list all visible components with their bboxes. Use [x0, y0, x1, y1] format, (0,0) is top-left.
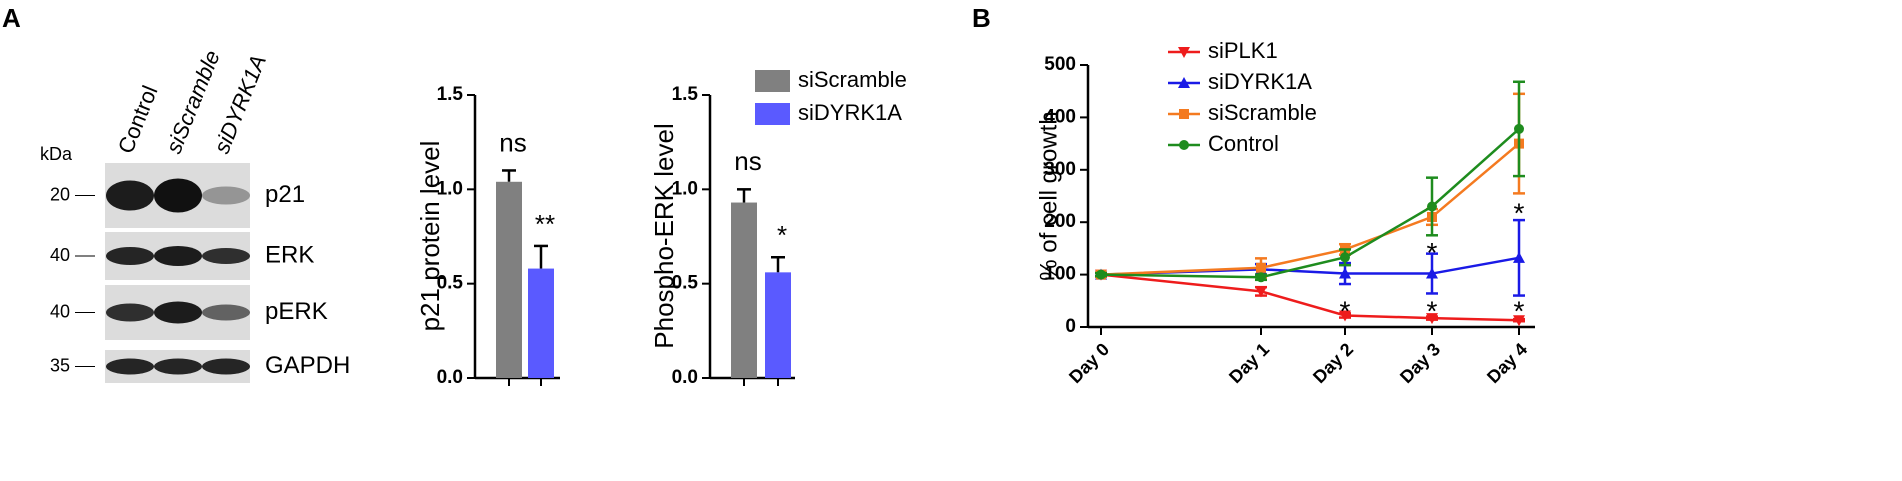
band-label: pERK: [265, 298, 328, 325]
blot-band: [154, 178, 202, 213]
blot-band: [202, 304, 250, 321]
bar: [765, 272, 791, 378]
series-line: [1100, 142, 1520, 276]
point: [1340, 252, 1350, 263]
bar: [731, 202, 757, 378]
legend-label: siScramble: [1208, 100, 1317, 125]
band-label: ERK: [265, 241, 314, 268]
x-tick-label: Day 0: [1065, 339, 1113, 387]
point: [1255, 286, 1267, 298]
size-marker: 35: [50, 355, 70, 375]
y-tick-label: 100: [1044, 264, 1076, 285]
significance-label: ns: [734, 146, 761, 176]
y-tick-label: 500: [1044, 54, 1076, 75]
y-tick-label: 400: [1044, 106, 1076, 127]
point: [1179, 109, 1189, 119]
bar: [496, 181, 522, 378]
panel-label: B: [972, 3, 991, 33]
y-axis-label: p21 protein level: [415, 141, 445, 332]
point: [1513, 315, 1525, 327]
point: [1339, 267, 1351, 279]
blot-band: [202, 358, 250, 375]
blot-band: [154, 246, 202, 266]
size-marker: 20: [50, 184, 70, 204]
point: [1256, 272, 1266, 283]
point: [1178, 77, 1190, 88]
unit-label: kDa: [40, 144, 73, 164]
point: [1256, 262, 1266, 273]
blot-band: [202, 248, 250, 264]
y-axis-label: % of cell growth: [1035, 111, 1062, 280]
bar: [528, 268, 554, 378]
annotation: *: [1340, 295, 1351, 326]
blot-band: [106, 358, 154, 375]
size-marker: 40: [50, 301, 70, 321]
blot-band: [154, 358, 202, 375]
legend-label: siPLK1: [1208, 38, 1278, 63]
point: [1178, 47, 1190, 58]
band-label: GAPDH: [265, 352, 350, 379]
significance-label: *: [777, 220, 787, 250]
legend-label: Control: [1208, 131, 1279, 156]
point: [1427, 201, 1437, 212]
y-tick-label: 0.0: [437, 367, 463, 388]
legend-swatch: [755, 103, 790, 125]
annotation: *: [1427, 237, 1438, 268]
point: [1179, 140, 1189, 150]
annotation: *: [1427, 295, 1438, 326]
y-tick-label: 1.0: [437, 178, 463, 199]
significance-label: **: [535, 209, 555, 239]
x-tick-label: Day 2: [1309, 339, 1357, 387]
legend-swatch: [755, 70, 790, 92]
band-label: p21: [265, 181, 305, 208]
panel-label: A: [2, 3, 21, 33]
legend-label: siDYRK1A: [798, 100, 902, 125]
series-line: [1100, 273, 1520, 322]
x-tick-label: Day 4: [1483, 339, 1531, 387]
point: [1514, 123, 1524, 134]
y-tick-label: 1.5: [437, 84, 464, 105]
significance-label: ns: [499, 127, 526, 157]
annotation: *: [1514, 197, 1525, 228]
point: [1339, 310, 1351, 322]
y-tick-label: 200: [1044, 211, 1076, 232]
y-tick-label: 1.0: [672, 178, 698, 199]
point: [1426, 267, 1438, 279]
blot-band: [202, 186, 250, 205]
series-line: [1100, 127, 1520, 279]
y-tick-label: 1.5: [672, 84, 699, 105]
size-marker: 40: [50, 245, 70, 265]
blot-band: [106, 247, 154, 265]
lane-label: Control: [113, 82, 163, 157]
legend-label: siDYRK1A: [1208, 69, 1312, 94]
x-tick-label: Day 1: [1225, 339, 1273, 387]
y-tick-label: 0.5: [437, 273, 464, 294]
y-tick-label: 0.0: [672, 367, 698, 388]
y-axis-label: Phospho-ERK level: [649, 123, 679, 348]
blot-band: [106, 303, 154, 322]
x-tick-label: Day 3: [1396, 339, 1444, 387]
legend-label: siScramble: [798, 67, 907, 92]
annotation: *: [1514, 295, 1525, 326]
y-tick-label: 0: [1065, 316, 1076, 337]
y-tick-label: 300: [1044, 159, 1076, 180]
blot-band: [154, 301, 202, 324]
blot-band: [106, 180, 154, 211]
point: [1426, 313, 1438, 325]
point: [1513, 251, 1525, 263]
y-tick-label: 0.5: [672, 273, 699, 294]
point: [1096, 269, 1106, 280]
